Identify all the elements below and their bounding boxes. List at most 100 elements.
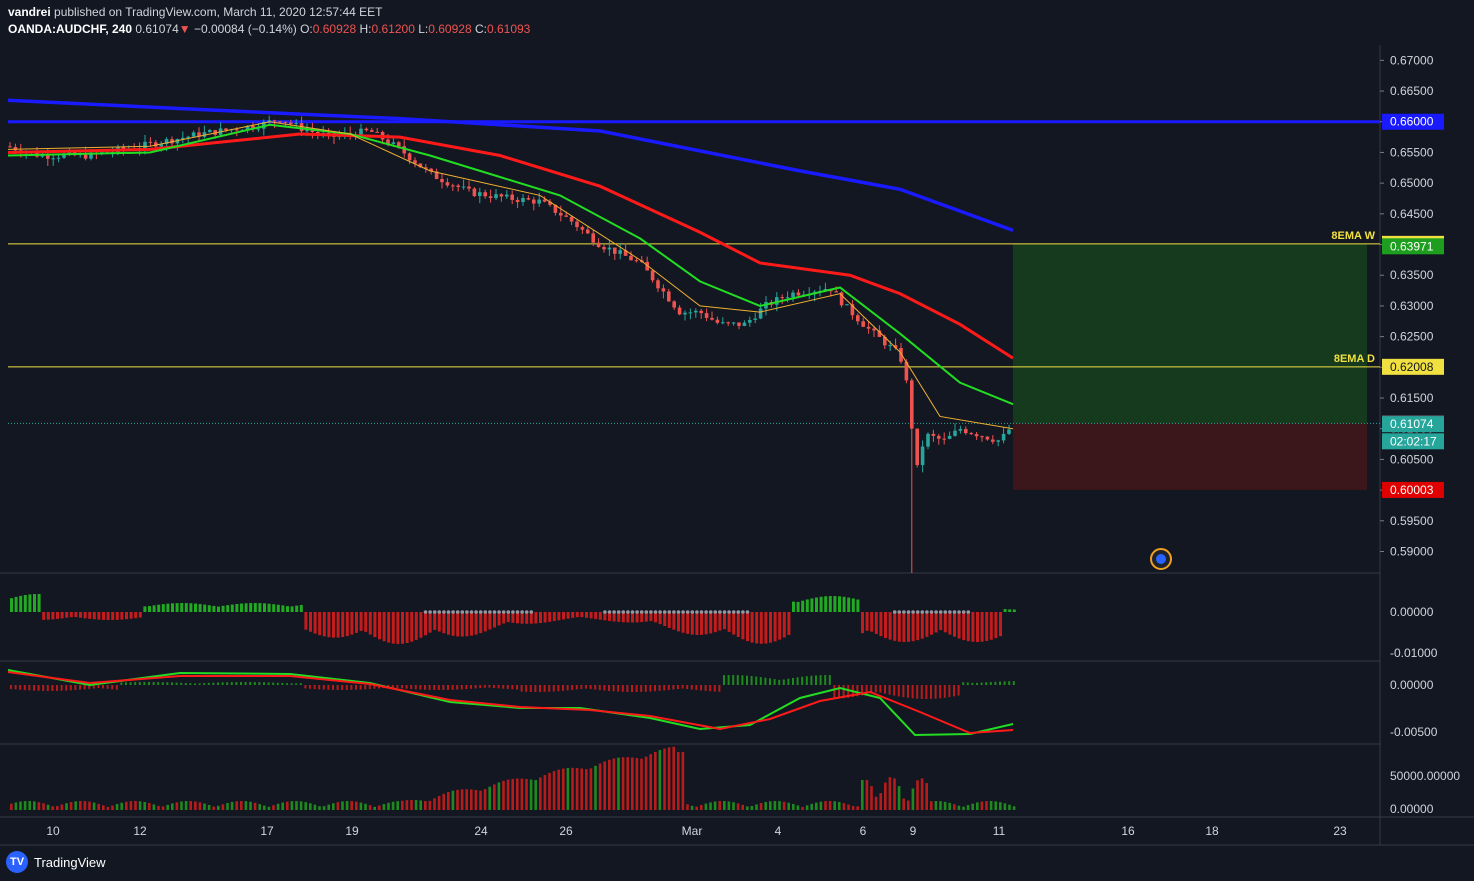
candle-body bbox=[785, 297, 790, 299]
volume-bar bbox=[470, 789, 473, 810]
ema-lines bbox=[7, 98, 1014, 430]
candle-body bbox=[380, 131, 385, 140]
volume-bar bbox=[488, 786, 491, 810]
momentum-bar bbox=[138, 612, 142, 618]
squeeze-dot bbox=[685, 610, 690, 614]
momentum-bar bbox=[396, 612, 400, 644]
volume-bar bbox=[102, 805, 105, 810]
momentum-bar bbox=[115, 612, 119, 620]
volume-bar bbox=[207, 804, 211, 810]
candle-body bbox=[100, 152, 104, 154]
x-tick-label: 9 bbox=[910, 824, 917, 838]
candle-body bbox=[731, 322, 736, 324]
momentum-bar bbox=[930, 612, 933, 635]
price-tag bbox=[1382, 433, 1444, 450]
volume-bar bbox=[322, 806, 326, 810]
volume-bar bbox=[194, 801, 197, 810]
momentum-bar bbox=[884, 612, 887, 639]
candle-body bbox=[181, 137, 185, 140]
candle-body bbox=[418, 163, 423, 168]
volume-bar bbox=[355, 801, 358, 810]
candle-body bbox=[294, 123, 298, 125]
macd-hist-bar bbox=[226, 682, 229, 685]
momentum-bar bbox=[295, 605, 299, 612]
momentum-bar bbox=[14, 596, 18, 612]
volume-bar bbox=[502, 780, 505, 810]
momentum-bar bbox=[920, 612, 924, 639]
squeeze-dot bbox=[474, 610, 478, 614]
candle-body bbox=[640, 260, 644, 262]
candle-body bbox=[267, 120, 271, 122]
volume-bar bbox=[677, 752, 680, 810]
momentum-bar bbox=[916, 612, 920, 641]
squeeze-dot bbox=[966, 610, 971, 614]
candle-body bbox=[494, 194, 498, 199]
volume-bar bbox=[437, 795, 441, 810]
volume-bar bbox=[1003, 803, 1007, 810]
macd-hist-bar bbox=[23, 685, 26, 691]
volume-bar bbox=[585, 769, 588, 810]
momentum-bar bbox=[212, 605, 216, 612]
squeeze-dot bbox=[920, 610, 925, 614]
macd-hist-bar bbox=[819, 675, 822, 685]
volume-bar bbox=[782, 801, 786, 810]
macd-hist-bar bbox=[474, 685, 477, 689]
squeeze-dot bbox=[745, 610, 750, 614]
macd-hist-bar bbox=[189, 683, 192, 685]
candle-body bbox=[812, 291, 817, 295]
volume-bar bbox=[286, 801, 289, 810]
macd-hist-bar bbox=[943, 685, 946, 698]
y-tick-label: 0.62500 bbox=[1390, 330, 1434, 344]
volume-bar bbox=[171, 803, 174, 810]
momentum-bar bbox=[511, 612, 515, 623]
macd-hist-bar bbox=[497, 685, 500, 689]
momentum-bar bbox=[626, 612, 630, 623]
volume-bar bbox=[755, 804, 758, 810]
macd-hist-bar bbox=[309, 685, 311, 689]
momentum-bar bbox=[125, 612, 128, 620]
momentum-bar bbox=[566, 612, 570, 619]
event-marker-dot bbox=[1156, 554, 1166, 564]
y-tick-label: 0.59000 bbox=[1390, 545, 1434, 559]
momentum-bar bbox=[60, 612, 64, 619]
volume-bar bbox=[157, 805, 160, 810]
volume-bar bbox=[83, 801, 87, 810]
horizontal-levels: 8EMA W 8EMA D bbox=[8, 120, 1380, 424]
price-axis[interactable]: 0.67000 0.66500 0.66000 0.65500 0.65000 0.645… bbox=[1380, 53, 1434, 559]
momentum-bar bbox=[488, 612, 492, 630]
momentum-bar bbox=[953, 612, 956, 637]
y-tick-label: 0.61500 bbox=[1390, 391, 1434, 405]
squeeze-dot bbox=[713, 610, 718, 614]
momentum-bar bbox=[350, 612, 354, 635]
volume-bar bbox=[60, 804, 64, 810]
squeeze-dot bbox=[639, 610, 644, 614]
y-tick-label: 0.67000 bbox=[1390, 53, 1434, 67]
volume-bar bbox=[810, 803, 813, 810]
volume-bar bbox=[249, 801, 252, 810]
candle-body bbox=[240, 130, 244, 132]
macd-hist-bar bbox=[552, 685, 555, 692]
symbol-label[interactable]: OANDA:AUDCHF, 240 bbox=[8, 22, 133, 36]
macd-hist-bar bbox=[672, 685, 675, 690]
momentum-bar bbox=[290, 606, 294, 612]
volume-bar bbox=[773, 801, 777, 810]
candle-body bbox=[245, 125, 250, 131]
momentum-bar bbox=[690, 612, 694, 635]
volume-bar bbox=[746, 806, 749, 810]
momentum-bar bbox=[447, 612, 450, 635]
momentum-bar bbox=[249, 603, 253, 612]
price-tag-label: 0.66000 bbox=[1390, 115, 1434, 129]
momentum-bar bbox=[736, 612, 740, 638]
x-tick-label: Mar bbox=[682, 824, 703, 838]
momentum-bar bbox=[175, 603, 179, 612]
author-name[interactable]: vandrei bbox=[8, 5, 51, 19]
candle-body bbox=[569, 216, 574, 222]
tradingview-brand[interactable]: TV TradingView bbox=[6, 851, 106, 873]
macd-hist-bar bbox=[194, 683, 196, 685]
momentum-bar bbox=[700, 612, 703, 635]
volume-bar bbox=[686, 804, 689, 810]
macd-hist-bar bbox=[695, 685, 698, 690]
macd-hist-bar bbox=[355, 685, 357, 690]
time-axis[interactable]: 10 12 17 19 24 26 Mar 4 6 9 11 16 18 23 bbox=[46, 824, 1347, 838]
